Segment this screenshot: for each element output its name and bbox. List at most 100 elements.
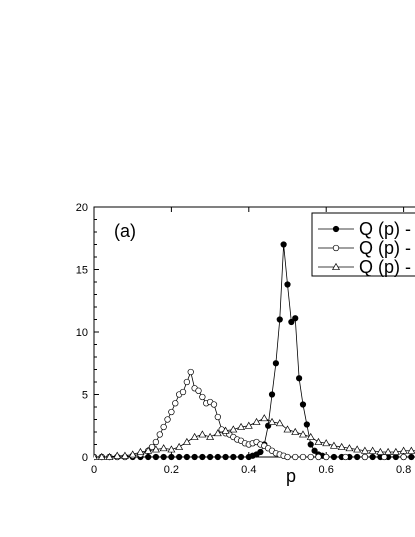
data-point-filled-circle <box>311 447 318 454</box>
data-point-open-triangle <box>244 421 253 429</box>
data-point-open-circle <box>156 431 163 438</box>
data-point-open-triangle <box>268 417 277 425</box>
data-point-open-triangle <box>329 441 338 449</box>
data-point-filled-circle <box>280 241 287 248</box>
data-point-filled-circle <box>292 315 299 322</box>
data-point-open-triangle <box>298 430 307 438</box>
y-tick-label: 20 <box>76 202 88 214</box>
data-point-open-circle <box>210 401 218 408</box>
data-point-open-triangle <box>368 446 377 454</box>
data-point-open-triangle <box>94 452 99 460</box>
data-point-filled-circle <box>160 453 167 461</box>
data-point-open-circle <box>152 438 160 446</box>
data-point-open-circle <box>179 388 187 396</box>
data-point-open-triangle <box>283 425 292 433</box>
data-point-filled-circle <box>237 453 245 461</box>
data-point-open-triangle <box>322 439 331 447</box>
x-tick-label: 0.8 <box>396 464 411 476</box>
data-point-open-triangle <box>360 446 369 454</box>
x-axis-label: p <box>286 466 296 486</box>
data-point-open-triangle <box>97 452 106 460</box>
legend: Q (p) -Q (p) -Q (p) - <box>311 212 415 277</box>
data-point-open-circle <box>284 453 291 461</box>
data-point-open-circle <box>172 400 179 407</box>
data-point-open-triangle <box>206 432 215 440</box>
data-point-open-triangle <box>391 447 400 455</box>
data-point-open-triangle <box>144 446 153 454</box>
data-point-filled-circle <box>176 453 183 461</box>
data-point-filled-circle <box>257 448 264 456</box>
x-tick-label: 0.2 <box>164 464 179 476</box>
data-point-open-triangle <box>175 442 184 450</box>
x-tick-label: 0 <box>91 464 97 476</box>
data-point-open-triangle <box>384 447 393 455</box>
data-point-open-circle <box>307 453 314 461</box>
data-point-filled-circle <box>183 453 190 461</box>
x-tick-label: 0.6 <box>319 464 334 476</box>
data-point-open-circle <box>361 453 369 461</box>
data-point-open-triangle <box>306 432 315 440</box>
data-point-filled-circle <box>288 318 295 326</box>
data-point-open-triangle <box>314 437 323 445</box>
data-point-open-triangle <box>167 445 176 453</box>
data-point-open-circle <box>183 378 191 386</box>
data-point-filled-circle <box>299 401 307 408</box>
data-point-open-triangle <box>229 425 238 433</box>
data-point-open-circle <box>332 244 340 252</box>
data-point-open-triangle <box>353 445 362 453</box>
data-point-open-circle <box>214 413 221 421</box>
data-point-filled-circle <box>276 316 283 323</box>
data-point-filled-circle <box>145 453 152 461</box>
data-point-open-circle <box>342 453 349 461</box>
series-3 <box>94 414 415 460</box>
data-point-open-triangle <box>331 262 341 270</box>
data-point-filled-circle <box>284 281 291 288</box>
data-point-open-circle <box>381 453 388 461</box>
data-point-open-triangle <box>213 429 222 437</box>
data-point-filled-circle <box>303 421 310 428</box>
data-point-open-triangle <box>120 451 129 459</box>
x-tick-label: 0.4 <box>241 464 256 476</box>
data-point-open-circle <box>160 423 167 431</box>
y-tick-label: 10 <box>76 327 88 339</box>
y-tick-label: 15 <box>76 265 88 277</box>
data-point-filled-circle <box>268 391 276 398</box>
data-point-open-triangle <box>159 444 168 452</box>
data-point-open-triangle <box>275 419 284 427</box>
panel-label: (a) <box>114 221 136 241</box>
series-2 <box>94 368 415 461</box>
data-point-open-circle <box>187 368 194 376</box>
series-layer <box>94 241 415 461</box>
data-point-filled-circle <box>207 453 214 461</box>
data-point-filled-circle <box>222 453 229 461</box>
data-point-filled-circle <box>272 360 279 367</box>
data-point-open-triangle <box>136 447 145 455</box>
data-point-open-triangle <box>128 450 137 458</box>
data-point-open-triangle <box>237 422 246 430</box>
data-point-open-circle <box>195 387 202 394</box>
data-point-open-triangle <box>198 430 207 438</box>
data-point-filled-circle <box>332 225 340 233</box>
data-point-open-triangle <box>399 446 408 454</box>
data-point-open-circle <box>292 453 299 461</box>
data-point-open-circle <box>323 453 330 461</box>
data-point-open-circle <box>168 408 175 416</box>
data-point-open-triangle <box>182 437 191 445</box>
data-point-filled-circle <box>199 453 206 461</box>
data-point-open-triangle <box>345 444 354 452</box>
data-point-open-triangle <box>105 452 114 460</box>
tick-labels: 0 5 10 15 20 0 0.2 0.4 0.6 0.8 <box>76 202 411 476</box>
data-point-filled-circle <box>307 441 314 448</box>
data-point-filled-circle <box>168 453 175 461</box>
data-point-open-triangle <box>221 426 230 434</box>
legend-label: Q (p) - <box>359 257 411 277</box>
data-point-open-triangle <box>190 432 199 440</box>
data-point-filled-circle <box>296 375 303 382</box>
y-tick-label: 0 <box>82 452 88 464</box>
data-point-open-triangle <box>260 414 269 422</box>
plot-frame <box>93 206 415 458</box>
data-point-open-triangle <box>291 427 300 435</box>
legend-box <box>311 212 415 277</box>
data-point-open-triangle <box>151 445 160 453</box>
